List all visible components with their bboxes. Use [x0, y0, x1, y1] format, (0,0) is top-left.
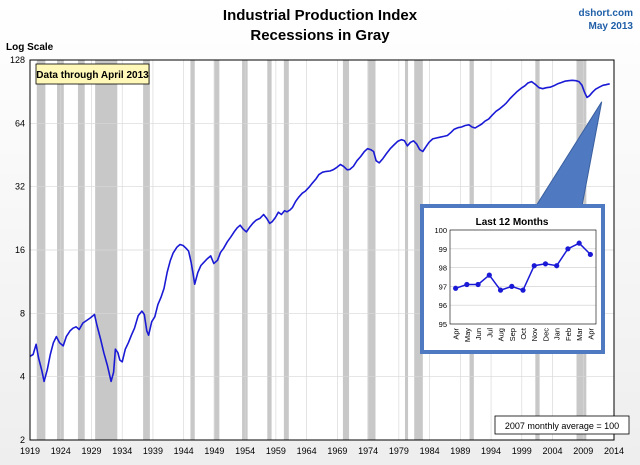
data-through-box: Data through April 2013 — [35, 63, 150, 85]
inset-x-tick-label-6: Oct — [519, 327, 528, 340]
x-tick-label-2: 1929 — [81, 446, 101, 456]
inset-x-tick-label-3: Jul — [485, 328, 494, 338]
inset-plot-border — [449, 229, 597, 325]
x-tick-label-8: 1959 — [266, 446, 286, 456]
x-tick-label-10: 1969 — [327, 446, 347, 456]
inset-y-tick-label-0: 95 — [439, 320, 447, 329]
plot-border — [29, 59, 615, 441]
y-tick-label-1: 4 — [20, 372, 25, 382]
x-tick-labels: 1919 1924 1929 1934 1939 1944 1949 1954 1959 1964… — [20, 446, 624, 456]
x-tick-label-4: 1939 — [143, 446, 163, 456]
x-tick-label-14: 1989 — [450, 446, 470, 456]
inset-points — [453, 240, 593, 293]
inset-point-4 — [497, 287, 504, 293]
inset-point-9 — [554, 263, 560, 269]
footnote-box: 2007 monthly average = 100 — [494, 415, 630, 435]
inset-frame — [420, 204, 605, 354]
chart-title: Industrial Production Index — [223, 7, 418, 24]
inset-x-tick-label-0: Apr — [452, 327, 461, 339]
inset-y-tick-label-2: 97 — [439, 282, 447, 291]
x-tick-label-15: 1994 — [481, 446, 501, 456]
chart-subtitle: Recessions in Gray — [250, 27, 390, 44]
inset-x-tick-label-11: Mar — [575, 328, 584, 341]
x-tick-label-9: 1964 — [297, 446, 317, 456]
inset-x-tick-label-5: Sep — [508, 328, 517, 341]
inset-x-tick-label-9: Jan — [553, 328, 562, 340]
data-through-box-bg — [35, 63, 150, 85]
x-tick-label-18: 2009 — [573, 446, 593, 456]
x-tick-label-17: 2004 — [543, 446, 563, 456]
y-axis-label: Log Scale — [6, 42, 54, 53]
footnote-text: 2007 monthly average = 100 — [505, 421, 619, 431]
y-tick-label-3: 16 — [15, 245, 25, 255]
inset-y-tick-label-3: 98 — [439, 264, 447, 273]
inset-point-11 — [576, 240, 582, 246]
inset-x-tick-label-1: May — [463, 328, 472, 342]
inset-x-tick-label-10: Feb — [564, 328, 573, 341]
credit-label: dshort.com — [579, 8, 634, 19]
x-tick-label-6: 1949 — [204, 446, 224, 456]
series-line-industrial-production — [29, 79, 610, 383]
inset-y-tick-labels: 95 96 97 98 99 100 — [434, 226, 447, 329]
footnote-box-bg — [494, 415, 630, 435]
inset-point-5 — [509, 283, 515, 289]
inset-y-tick-label-5: 100 — [434, 226, 447, 235]
inset-point-2 — [475, 281, 481, 288]
inset-x-tick-label-7: Nov — [530, 328, 539, 342]
x-tick-label-16: 1999 — [512, 446, 532, 456]
x-tick-label-11: 1974 — [358, 446, 378, 456]
x-tick-label-0: 1919 — [20, 446, 40, 456]
inset-point-8 — [542, 261, 549, 267]
inset-point-0 — [453, 285, 459, 291]
y-tick-label-5: 64 — [15, 118, 25, 128]
x-tick-label-13: 1984 — [420, 446, 440, 456]
x-tick-label-7: 1954 — [235, 446, 255, 456]
y-tick-label-2: 8 — [20, 308, 25, 318]
date-label: May 2013 — [589, 21, 634, 32]
inset-point-7 — [531, 263, 537, 269]
inset-x-tick-labels: Apr May Jun Jul Aug Sep Oct Nov Dec Jan Feb Mar Apr — [452, 327, 596, 342]
x-tick-label-3: 1934 — [112, 446, 132, 456]
y-tick-label-4: 32 — [15, 182, 25, 192]
inset-x-tick-label-2: Jun — [474, 328, 483, 340]
x-tick-label-12: 1979 — [389, 446, 409, 456]
inset-x-tick-label-8: Dec — [541, 328, 550, 342]
inset-point-1 — [464, 281, 470, 288]
x-tick-label-1: 1924 — [51, 446, 71, 456]
inset-point-10 — [565, 246, 571, 252]
inset-title: Last 12 Months — [476, 217, 549, 228]
inset-point-3 — [486, 272, 492, 278]
inset-y-tick-label-1: 96 — [439, 301, 447, 310]
inset-y-tick-label-4: 99 — [439, 245, 447, 254]
y-tick-label-6: 128 — [10, 55, 25, 65]
y-tick-label-0: 2 — [20, 435, 25, 445]
y-tick-labels: 2 4 8 16 32 64 128 — [10, 55, 25, 445]
inset-x-tick-label-12: Apr — [586, 327, 595, 339]
inset-x-tick-label-4: Aug — [497, 328, 506, 341]
x-tick-label-5: 1944 — [174, 446, 194, 456]
inset-point-12 — [587, 251, 593, 258]
data-through-text: Data through April 2013 — [36, 70, 149, 81]
inset-point-6 — [520, 287, 526, 293]
x-tick-label-19: 2014 — [604, 446, 624, 456]
